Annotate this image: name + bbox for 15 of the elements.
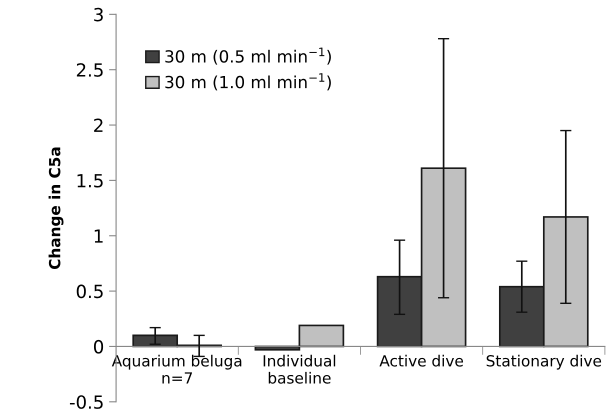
- y-tick-label: 2: [94, 118, 102, 132]
- y-tick-label: 3: [94, 8, 103, 22]
- y-tick-label: 1.5: [78, 174, 103, 188]
- x-tick-label: Aquarium beluga n=7: [112, 354, 242, 384]
- y-tick-label: 2.5: [76, 63, 103, 77]
- legend-label: 30 m (0.5 ml min$^{−1}$): [165, 48, 331, 65]
- y-tick-label: -0.5: [70, 395, 103, 409]
- x-tick-label: Stationary dive: [486, 354, 602, 370]
- y-tick-label: 0: [94, 340, 104, 354]
- y-axis-title: Change in C5a: [48, 148, 64, 270]
- legend-label: 30 m (1.0 ml min$^{−1}$): [165, 73, 331, 90]
- y-tick-label: 0.5: [76, 284, 103, 298]
- x-tick-label: Individual baseline: [264, 354, 336, 384]
- y-tick-label: 1: [94, 229, 103, 243]
- x-tick-label: Active dive: [379, 354, 464, 367]
